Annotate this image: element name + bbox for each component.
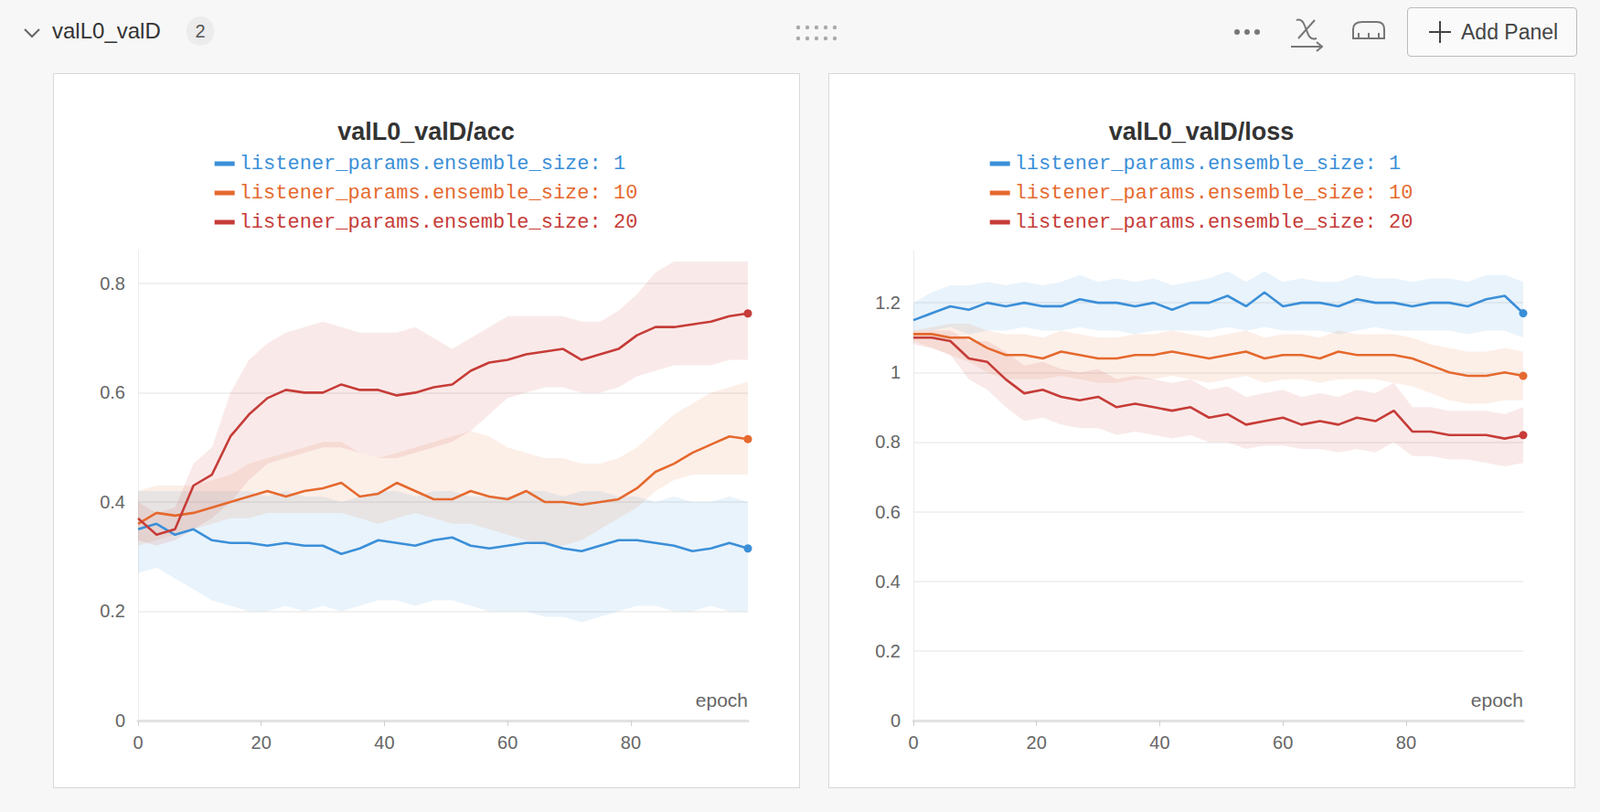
- html-text:Add Panel: Add Panel: [1461, 20, 1559, 44]
- svg-text:0: 0: [132, 732, 143, 753]
- svg-text:0.4: 0.4: [99, 491, 126, 512]
- svg-text:0.6: 0.6: [874, 501, 901, 523]
- svg-text:0: 0: [115, 710, 126, 731]
- svg-text:listener_params.ensemble_size:: listener_params.ensemble_size: 10: [1014, 181, 1414, 205]
- svg-text:20: 20: [1026, 732, 1047, 753]
- svg-text:20: 20: [251, 732, 272, 753]
- svg-text:60: 60: [497, 732, 518, 753]
- svg-text:0.2: 0.2: [874, 640, 901, 662]
- svg-text:listener_params.ensemble_size:: listener_params.ensemble_size: 20: [1014, 211, 1414, 235]
- svg-text:40: 40: [373, 732, 395, 753]
- svg-text:0: 0: [890, 710, 901, 731]
- svg-text:60: 60: [1272, 732, 1293, 753]
- svg-text:epoch: epoch: [695, 689, 748, 711]
- svg-text:0: 0: [907, 732, 918, 753]
- svg-text:1.2: 1.2: [874, 292, 901, 313]
- svg-text:listener_params.ensemble_size:: listener_params.ensemble_size: 10: [239, 181, 639, 205]
- html-text:2: 2: [195, 21, 206, 42]
- svg-text:valL0_valD/loss: valL0_valD/loss: [1109, 117, 1295, 146]
- html-text:valL0_valD: valL0_valD: [52, 18, 161, 43]
- svg-text:listener_params.ensemble_size:: listener_params.ensemble_size: 1: [239, 152, 626, 176]
- svg-text:40: 40: [1149, 732, 1170, 753]
- svg-text:0.6: 0.6: [99, 382, 126, 403]
- svg-text:listener_params.ensemble_size:: listener_params.ensemble_size: 20: [239, 211, 639, 235]
- svg-text:80: 80: [1396, 732, 1417, 753]
- svg-text:0.4: 0.4: [874, 571, 901, 592]
- svg-text:0.8: 0.8: [874, 431, 901, 452]
- svg-text:valL0_valD/acc: valL0_valD/acc: [337, 117, 515, 146]
- svg-text:80: 80: [620, 732, 641, 753]
- svg-text:0.2: 0.2: [99, 600, 126, 621]
- svg-text:1: 1: [890, 362, 901, 383]
- svg-text:0.8: 0.8: [99, 273, 126, 294]
- svg-text:epoch: epoch: [1471, 689, 1524, 711]
- svg-text:listener_params.ensemble_size:: listener_params.ensemble_size: 1: [1014, 152, 1401, 176]
